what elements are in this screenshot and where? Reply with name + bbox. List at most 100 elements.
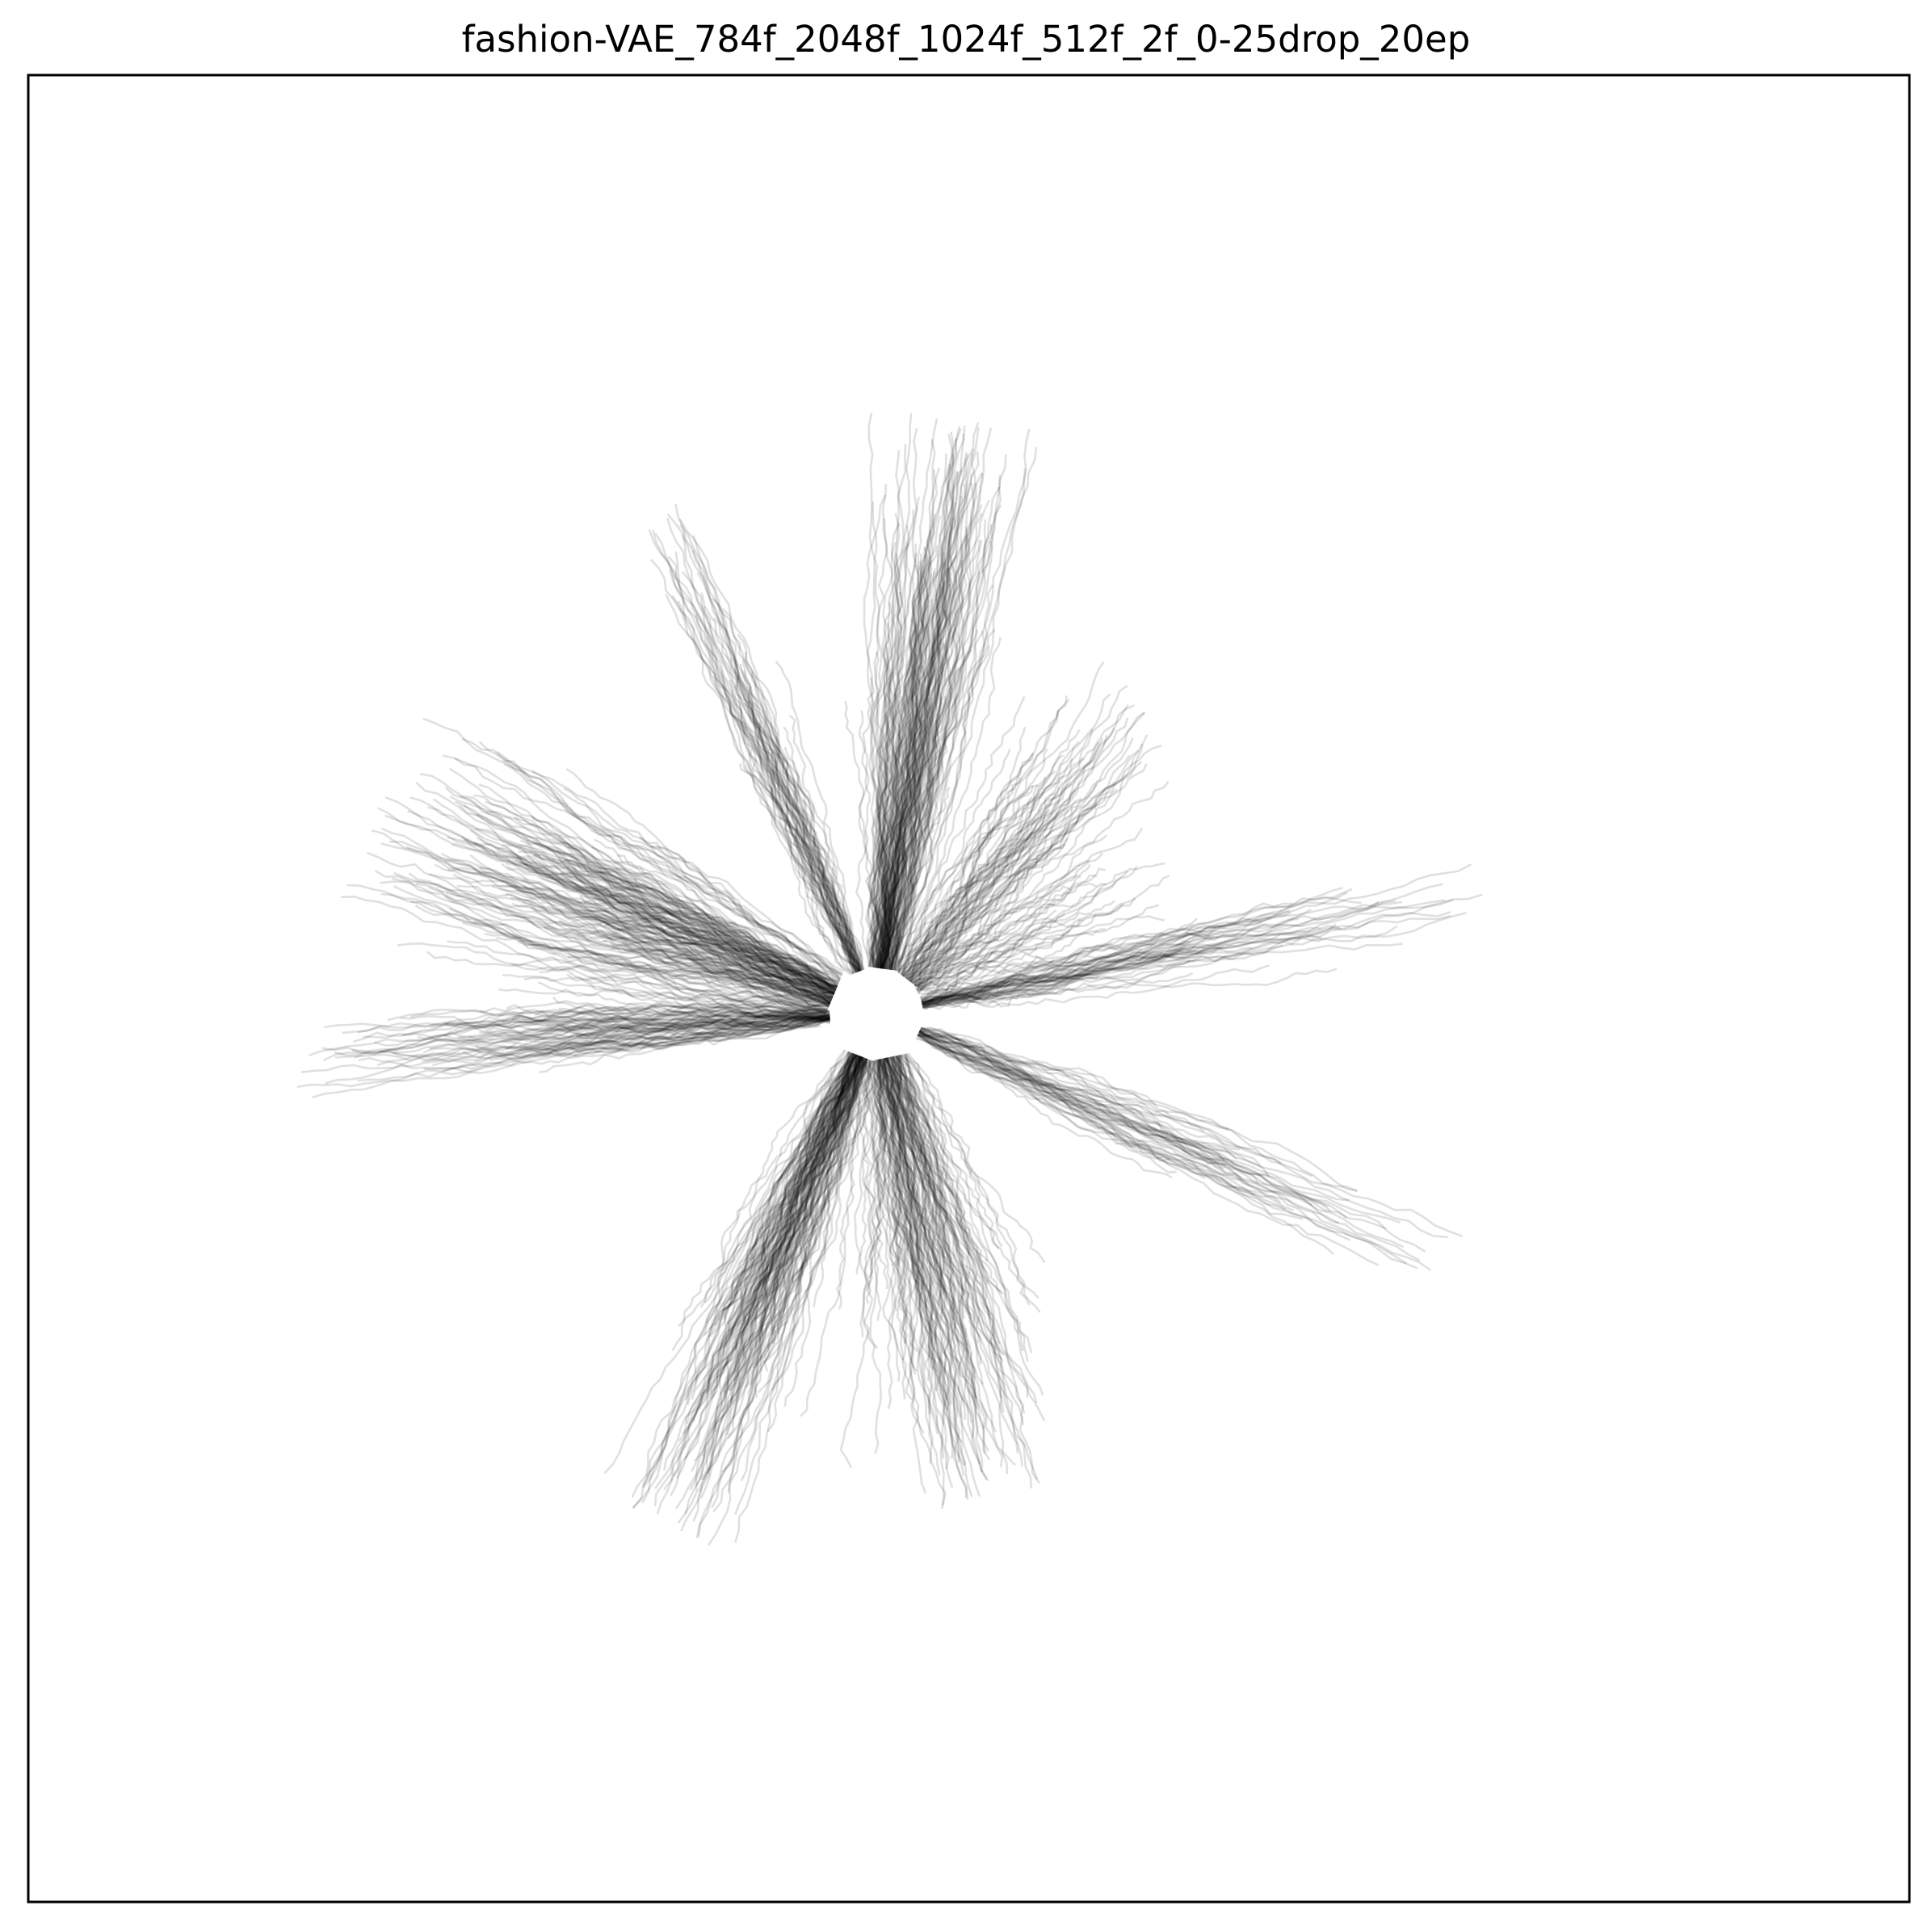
trajectory-line-9-0 [519, 839, 835, 995]
trajectory-line-9-139 [410, 796, 837, 991]
trajectory-line-4-0 [921, 933, 1213, 1004]
trajectory-line-7-133 [632, 1054, 858, 1509]
trajectory-line-6-60 [905, 1053, 1046, 1264]
trajectory-line-0-14 [674, 551, 855, 974]
trajectory-line-6-42 [905, 1052, 1029, 1398]
trajectory-line-9-10 [589, 951, 831, 1007]
trajectory-line-6-71 [887, 1057, 978, 1410]
trajectory-layer [296, 412, 1483, 1547]
trajectory-line-2-32 [900, 754, 1064, 976]
trajectory-line-6-110 [897, 1055, 1046, 1422]
trajectory-line-2-63 [901, 726, 1027, 977]
trajectory-line-5-39 [920, 1026, 1241, 1151]
trajectory-line-6-47 [885, 1057, 997, 1433]
trajectory-line-9-16 [633, 878, 836, 993]
trajectory-line-8-9 [479, 1008, 830, 1037]
trajectory-line-8-44 [342, 1013, 830, 1035]
trajectory-line-0-45 [750, 671, 862, 972]
trajectory-line-1-20 [891, 474, 1002, 971]
trajectory-line-1-15 [867, 646, 894, 968]
trajectory-line-5-18 [919, 1029, 1331, 1212]
trajectory-line-1-92 [879, 556, 931, 969]
trajectory-line-1-101 [885, 499, 990, 970]
trajectory-line-7-105 [723, 1052, 855, 1320]
trajectory-line-9-160 [454, 757, 838, 988]
trajectory-line-9-138 [476, 813, 835, 995]
trajectory-line-9-54 [371, 829, 834, 999]
trajectory-line-2-34 [897, 784, 1039, 974]
trajectory-line-5-9 [918, 1031, 1312, 1207]
trajectory-line-1-17 [844, 700, 884, 969]
trajectory-line-1-87 [870, 546, 926, 968]
trajectory-line-7-52 [677, 1051, 850, 1328]
trajectory-line-9-46 [478, 741, 845, 972]
trajectory-line-8-24 [534, 1015, 830, 1042]
trajectory-line-2-50 [917, 852, 1104, 989]
trajectory-line-5-10 [918, 1031, 1171, 1161]
trajectory-line-6-30 [876, 1059, 927, 1494]
trajectory-line-9-68 [477, 866, 834, 999]
trajectory-line-6-41 [895, 1055, 1039, 1480]
trajectory-line-7-80 [742, 1055, 859, 1322]
trajectory-line-9-146 [408, 872, 830, 1007]
trajectory-line-4-12 [921, 896, 1362, 1004]
trajectory-line-9-110 [502, 974, 823, 1022]
trajectory-line-9-55 [566, 973, 825, 1018]
trajectory-line-3-15 [914, 875, 1170, 989]
trajectory-line-1-130 [879, 553, 927, 969]
trajectory-line-0-51 [738, 763, 855, 975]
trajectory-line-4-15 [921, 900, 1403, 1005]
trajectory-line-7-24 [783, 1060, 872, 1407]
trajectory-line-7-11 [684, 1053, 856, 1401]
trajectory-line-3-0 [916, 917, 1085, 992]
trajectory-line-6-28 [878, 1059, 954, 1488]
trajectory-line-7-64 [640, 1052, 853, 1504]
trajectory-line-7-86 [681, 1054, 857, 1435]
trajectory-line-2-20 [911, 760, 1143, 984]
trajectory-line-7-8 [716, 1055, 861, 1320]
trajectory-line-4-18 [921, 909, 1290, 1005]
trajectory-line-1-50 [885, 472, 983, 970]
trajectory-line-1-19 [877, 573, 933, 968]
trajectory-line-7-68 [705, 1054, 858, 1395]
trajectory-line-2-10 [907, 776, 1047, 981]
trajectory-line-7-73 [730, 1056, 861, 1401]
trajectory-line-2-33 [905, 703, 1129, 980]
trajectory-line-2-64 [912, 789, 1077, 984]
trajectory-line-5-27 [918, 1032, 1281, 1165]
trajectory-line-8-59 [555, 1016, 830, 1059]
trajectory-line-0-31 [674, 503, 858, 973]
trajectory-line-2-22 [897, 752, 1035, 974]
trajectory-line-7-57 [745, 1056, 863, 1388]
trajectory-line-8-20 [432, 1010, 830, 1067]
trajectory-line-6-23 [884, 1057, 962, 1443]
trajectory-line-8-22 [444, 1013, 830, 1028]
trajectory-line-6-87 [901, 1053, 1005, 1356]
trajectory-line-9-77 [443, 754, 841, 983]
trajectory-line-1-80 [878, 696, 943, 969]
trajectory-line-9-156 [534, 853, 836, 993]
trajectory-line-8-2 [523, 1017, 830, 1059]
trajectory-line-4-7 [921, 899, 1445, 1004]
trajectory-line-9-153 [380, 827, 833, 1001]
trajectory-line-9-162 [558, 834, 839, 984]
trajectory-line-7-36 [706, 1057, 866, 1475]
trajectory-line-6-81 [871, 1060, 931, 1415]
trajectory-line-6-96 [886, 1056, 981, 1497]
trajectory-line-5-17 [917, 1033, 1286, 1211]
trajectory-line-1-64 [890, 645, 990, 971]
trajectory-line-6-104 [884, 1057, 940, 1392]
trajectory-line-9-112 [428, 886, 829, 1011]
trajectory-line-7-60 [680, 1058, 867, 1532]
trajectory-line-9-30 [434, 863, 830, 1008]
trajectory-line-7-40 [770, 1053, 855, 1271]
trajectory-line-9-154 [594, 916, 833, 1002]
trajectory-line-1-126 [876, 555, 926, 969]
trajectory-line-7-132 [710, 1055, 860, 1400]
trajectory-line-6-115 [884, 1057, 956, 1329]
trajectory-line-7-137 [641, 1052, 853, 1489]
trajectory-line-7-6 [758, 1056, 864, 1343]
trajectory-line-9-82 [384, 814, 835, 995]
trajectory-line-0-19 [716, 677, 864, 971]
trajectory-line-1-73 [877, 545, 939, 968]
